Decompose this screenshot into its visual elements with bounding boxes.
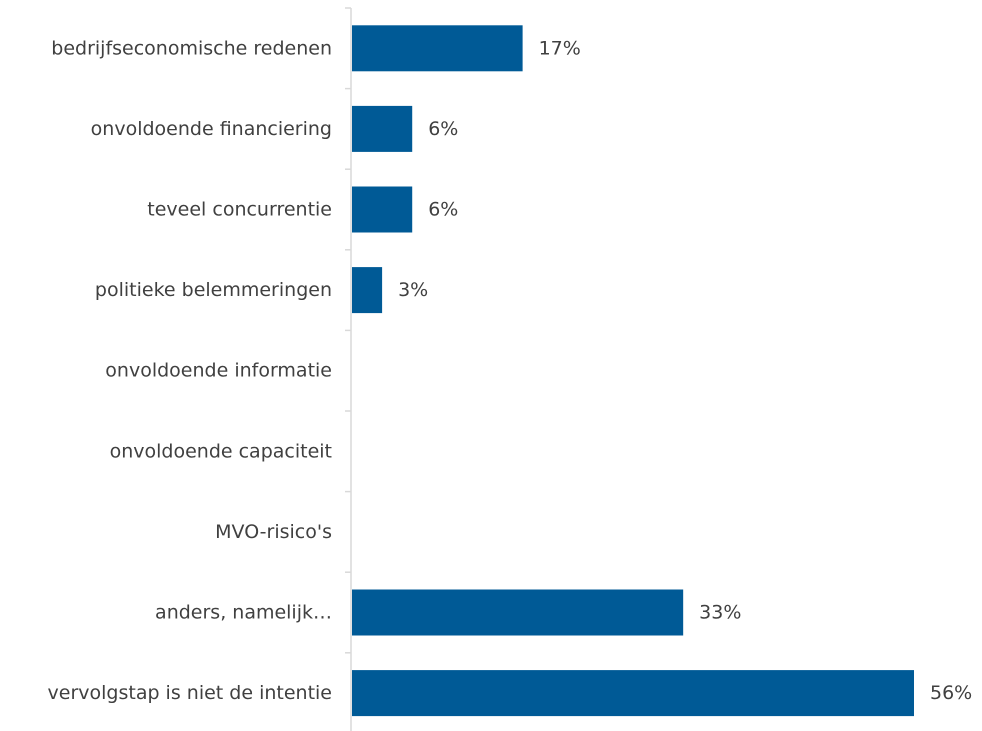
category-label: anders, namelijk… (155, 602, 332, 624)
bar (352, 105, 413, 152)
value-label: 17% (539, 37, 581, 59)
value-label: 33% (699, 602, 741, 624)
bar (352, 25, 523, 72)
bar (352, 186, 413, 233)
category-label: MVO-risico's (215, 521, 332, 543)
category-labels-group: bedrijfseconomische redenen onvoldoende f… (48, 37, 332, 704)
bar (352, 589, 684, 636)
bar (352, 267, 383, 314)
category-label: onvoldoende financiering (91, 118, 332, 140)
bars-group (352, 25, 914, 717)
value-label: 6% (428, 199, 458, 221)
category-label: teveel concurrentie (147, 199, 332, 221)
bar (352, 670, 914, 717)
value-labels-group: 17% 6% 6% 3% 33% 56% (398, 37, 972, 704)
value-label: 6% (428, 118, 458, 140)
axis-group (345, 7, 352, 731)
category-label: onvoldoende informatie (105, 360, 332, 382)
value-label: 56% (930, 682, 972, 704)
category-label: bedrijfseconomische redenen (51, 37, 332, 59)
category-label: vervolgstap is niet de intentie (48, 682, 332, 704)
category-label: onvoldoende capaciteit (110, 440, 332, 462)
value-label: 3% (398, 279, 428, 301)
category-label: politieke belemmeringen (95, 279, 332, 301)
